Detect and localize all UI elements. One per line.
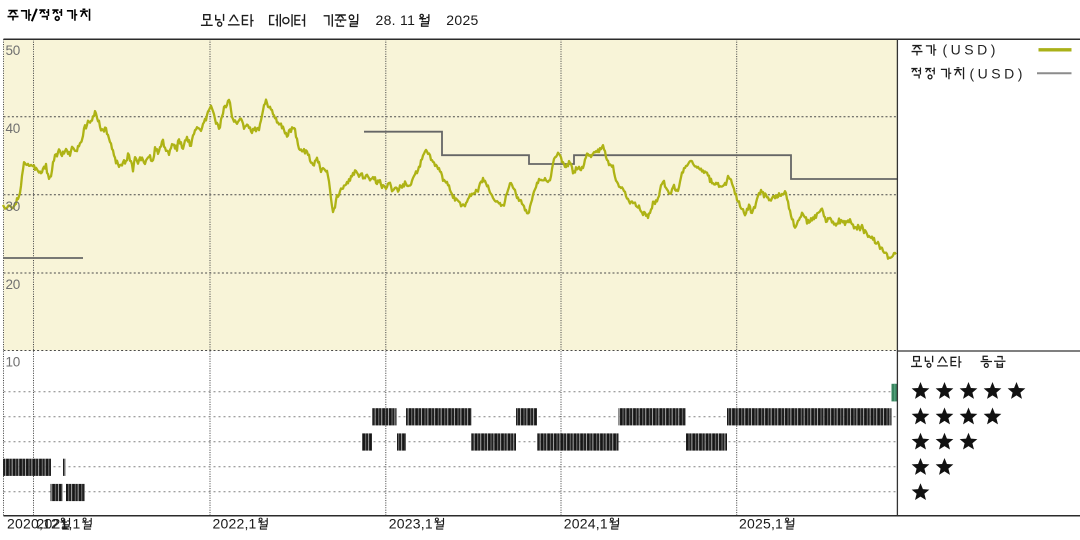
svg-text:2023,1: 2023,1	[389, 515, 433, 531]
svg-text:2025: 2025	[446, 12, 478, 28]
svg-text:28. 11: 28. 11	[376, 12, 416, 28]
svg-text:2025,1: 2025,1	[739, 515, 783, 531]
svg-text:2022,1: 2022,1	[213, 515, 257, 531]
svg-text:10: 10	[6, 355, 20, 370]
svg-text:2024,1: 2024,1	[564, 515, 608, 531]
svg-text:(USD): (USD)	[970, 65, 1026, 81]
svg-text:20: 20	[6, 277, 20, 292]
svg-text:30: 30	[6, 199, 20, 214]
svg-text:2021,1: 2021,1	[37, 515, 81, 531]
svg-text:2020,12: 2020,12	[7, 515, 59, 531]
svg-text:40: 40	[6, 121, 20, 136]
svg-text:50: 50	[6, 43, 20, 58]
svg-text:(USD): (USD)	[943, 42, 999, 58]
